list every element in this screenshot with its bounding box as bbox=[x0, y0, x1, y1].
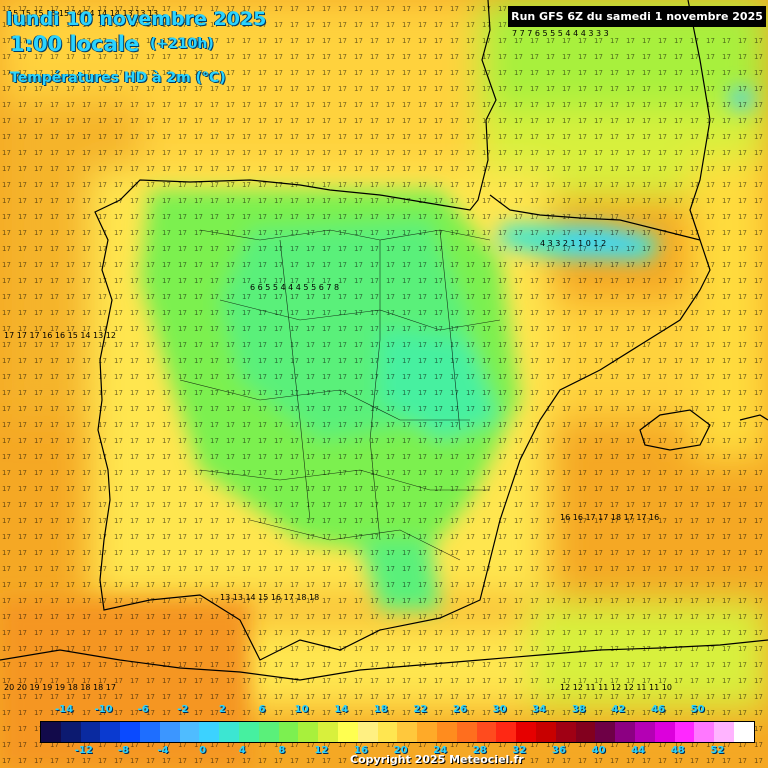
legend-bottom-label: 8 bbox=[278, 745, 286, 756]
legend-top-label: 6 bbox=[258, 704, 266, 715]
forecast-date: lundi 10 novembre 2025 bbox=[6, 8, 267, 30]
legend-swatch bbox=[634, 722, 655, 742]
legend-bottom-label: 44 bbox=[631, 745, 646, 756]
legend-swatch bbox=[238, 722, 259, 742]
legend-top-label: 2 bbox=[218, 704, 226, 715]
legend-swatch bbox=[476, 722, 497, 742]
legend-swatch bbox=[199, 722, 220, 742]
legend-top-label: 38 bbox=[571, 704, 586, 715]
legend-top-label: -14 bbox=[54, 704, 74, 715]
grid-value-row: 13 13 14 15 16 17 18 18 bbox=[220, 593, 319, 602]
grid-value-row: 16 16 17 17 18 17 17 16 bbox=[560, 513, 659, 522]
legend-swatch bbox=[377, 722, 398, 742]
parameter-label: Températures HD à 2m (°C) bbox=[10, 70, 226, 86]
legend-top-label: 30 bbox=[492, 704, 507, 715]
legend-top-label: 22 bbox=[413, 704, 428, 715]
forecast-offset: (+210h) bbox=[150, 36, 214, 52]
legend-bottom-label: -12 bbox=[74, 745, 93, 756]
legend-top-label: -2 bbox=[177, 704, 189, 715]
legend-swatch bbox=[139, 722, 160, 742]
legend-swatch bbox=[456, 722, 477, 742]
grid-value-row: 12 12 11 11 12 12 11 11 10 bbox=[560, 683, 672, 692]
legend-bottom-label: 48 bbox=[670, 745, 685, 756]
legend-top-label: 50 bbox=[690, 704, 705, 715]
legend-swatch bbox=[80, 722, 101, 742]
forecast-hour: 1:00 locale bbox=[10, 32, 140, 56]
legend-bottom-label: -4 bbox=[157, 745, 169, 756]
legend-bottom-label: 0 bbox=[199, 745, 207, 756]
legend-swatch bbox=[258, 722, 279, 742]
legend-swatch bbox=[674, 722, 695, 742]
legend-top-label: -6 bbox=[137, 704, 149, 715]
legend-swatch bbox=[179, 722, 200, 742]
legend-swatch bbox=[318, 722, 338, 742]
legend-top-label: 10 bbox=[294, 704, 309, 715]
legend-swatch bbox=[516, 722, 536, 742]
legend-swatch bbox=[298, 722, 319, 742]
regional-borders bbox=[179, 229, 501, 561]
legend-swatch bbox=[397, 722, 418, 742]
grid-value-row: 17 17 17 16 16 15 14 13 12 bbox=[4, 331, 116, 340]
legend-swatch bbox=[654, 722, 675, 742]
legend-bottom-label: 24 bbox=[433, 745, 448, 756]
legend-top-label: 42 bbox=[611, 704, 626, 715]
legend-swatch bbox=[714, 722, 734, 742]
grid-value-row: 4 3 3 2 1 1 0 1 2 bbox=[540, 239, 606, 248]
legend-swatch bbox=[278, 722, 299, 742]
coastlines bbox=[0, 0, 768, 681]
legend-bottom-label: 28 bbox=[472, 745, 487, 756]
legend-top-label: 26 bbox=[453, 704, 467, 715]
run-info-box: Run GFS 6Z du samedi 1 novembre 2025 bbox=[508, 6, 766, 27]
grid-value-row: 7 7 7 6 5 5 5 4 4 4 3 3 3 bbox=[512, 29, 609, 38]
legend-top-label: 34 bbox=[532, 704, 547, 715]
legend-bottom-label: 12 bbox=[314, 745, 329, 756]
color-legend bbox=[40, 721, 755, 743]
legend-bottom-label: 20 bbox=[393, 745, 408, 756]
grid-value-row: 15 15 15 15 15 14 14 14 14 13 13 13 bbox=[8, 9, 158, 18]
legend-swatch bbox=[219, 722, 239, 742]
legend-bottom-label: 36 bbox=[552, 745, 566, 756]
legend-swatch bbox=[575, 722, 596, 742]
legend-bottom-label: -8 bbox=[117, 745, 129, 756]
legend-swatch bbox=[417, 722, 437, 742]
legend-swatch bbox=[100, 722, 121, 742]
legend-swatch bbox=[615, 722, 635, 742]
legend-swatch bbox=[60, 722, 81, 742]
legend-bottom-label: 4 bbox=[238, 745, 246, 756]
legend-top-label: -10 bbox=[94, 704, 113, 715]
grid-value-row: 20 20 19 19 19 18 18 18 17 bbox=[4, 683, 116, 692]
legend-swatch bbox=[694, 722, 715, 742]
legend-top-label: 18 bbox=[373, 704, 388, 715]
legend-swatch bbox=[337, 722, 358, 742]
legend-swatch bbox=[357, 722, 378, 742]
legend-swatch bbox=[535, 722, 556, 742]
legend-swatch bbox=[733, 722, 754, 742]
copyright-text: Copyright 2025 Meteociel.fr bbox=[350, 753, 524, 766]
legend-bottom-label: 32 bbox=[512, 745, 527, 756]
legend-swatch bbox=[159, 722, 180, 742]
legend-swatch bbox=[595, 722, 616, 742]
legend-top-label: 46 bbox=[651, 704, 665, 715]
legend-swatch bbox=[41, 722, 61, 742]
legend-bottom-label: 16 bbox=[354, 745, 368, 756]
legend-bottom-label: 40 bbox=[591, 745, 606, 756]
legend-swatch bbox=[436, 722, 457, 742]
legend-swatch bbox=[120, 722, 140, 742]
legend-swatch bbox=[496, 722, 517, 742]
legend-swatch bbox=[555, 722, 576, 742]
legend-bottom-label: 52 bbox=[710, 745, 725, 756]
grid-value-row: 6 6 5 5 4 4 4 5 5 6 7 8 bbox=[250, 283, 339, 292]
legend-top-label: 14 bbox=[334, 704, 349, 715]
